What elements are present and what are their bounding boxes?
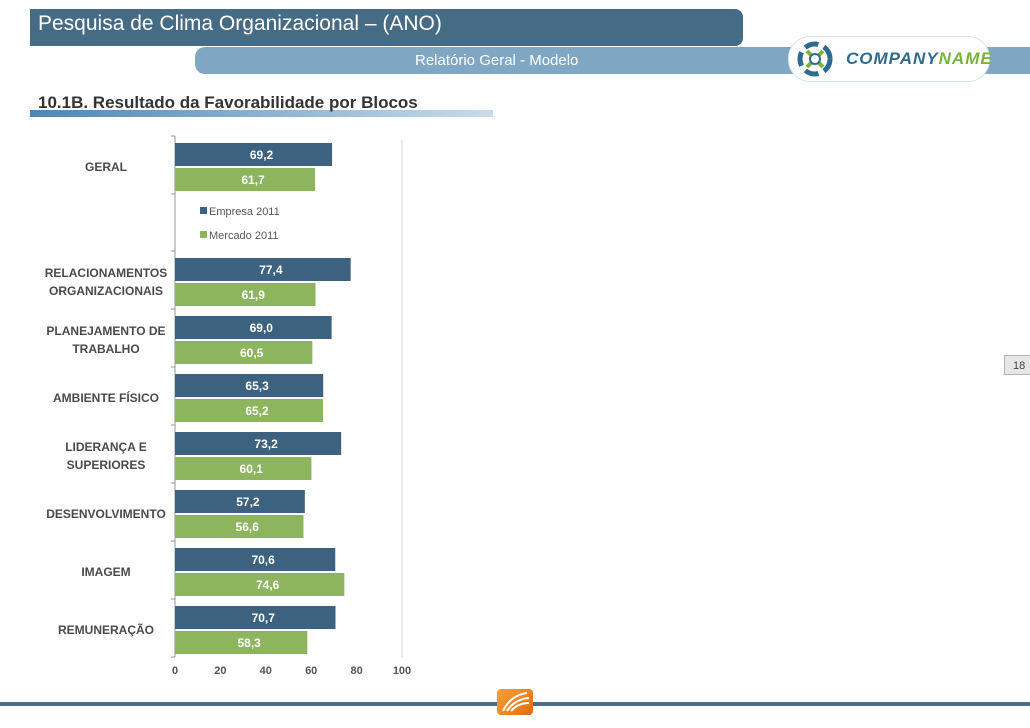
category-label: REMUNERAÇÃO bbox=[58, 622, 154, 637]
bar-empresa bbox=[175, 374, 324, 397]
bar-empresa bbox=[175, 490, 305, 513]
x-tick-label: 80 bbox=[350, 665, 362, 677]
bar-mercado bbox=[175, 168, 316, 191]
data-label: 69,2 bbox=[250, 148, 274, 162]
legend-swatch-empresa bbox=[200, 207, 207, 214]
data-label: 60,5 bbox=[240, 346, 264, 360]
bar-mercado bbox=[175, 399, 324, 422]
bar-empresa bbox=[175, 432, 342, 455]
section-underline bbox=[30, 110, 493, 117]
legend-label-empresa: Empresa 2011 bbox=[209, 206, 280, 218]
category-label: AMBIENTE FÍSICO bbox=[53, 390, 159, 405]
data-label: 73,2 bbox=[254, 437, 278, 451]
legend-swatch-mercado bbox=[200, 231, 207, 238]
company-logo-icon bbox=[797, 41, 833, 77]
data-label: 65,3 bbox=[245, 379, 269, 393]
x-tick-label: 20 bbox=[214, 665, 226, 677]
data-label: 60,1 bbox=[240, 462, 264, 476]
x-tick-label: 40 bbox=[260, 665, 272, 677]
data-label: 70,6 bbox=[251, 553, 275, 567]
bar-mercado bbox=[175, 573, 345, 596]
bar-mercado bbox=[175, 631, 308, 654]
title-bar bbox=[30, 9, 743, 46]
category-label: ORGANIZACIONAIS bbox=[49, 284, 163, 298]
category-label: PLANEJAMENTO DE bbox=[46, 324, 165, 338]
category-label: TRABALHO bbox=[72, 342, 139, 356]
bar-empresa bbox=[175, 258, 351, 281]
footer-logo bbox=[497, 689, 533, 715]
bar-empresa bbox=[175, 316, 332, 339]
category-label: SUPERIORES bbox=[67, 458, 146, 472]
category-label: IMAGEM bbox=[81, 565, 130, 579]
bar-mercado bbox=[175, 341, 313, 364]
x-tick-label: 60 bbox=[305, 665, 317, 677]
company-name-part1: COMPANY bbox=[846, 49, 939, 68]
data-label: 74,6 bbox=[256, 578, 280, 592]
company-name-part2: NAME bbox=[938, 49, 993, 68]
data-label: 61,7 bbox=[241, 173, 265, 187]
company-logo bbox=[788, 36, 990, 82]
data-label: 65,2 bbox=[245, 404, 269, 418]
legend-label-mercado: Mercado 2011 bbox=[209, 230, 279, 242]
footer-logo-icon bbox=[502, 692, 530, 712]
data-label: 77,4 bbox=[259, 263, 283, 277]
bar-mercado bbox=[175, 515, 304, 538]
bar-empresa bbox=[175, 548, 336, 571]
bar-mercado bbox=[175, 283, 316, 306]
x-tick-label: 0 bbox=[172, 665, 178, 677]
x-tick-label: 100 bbox=[393, 665, 411, 677]
bar-empresa bbox=[175, 143, 333, 166]
category-label: LIDERANÇA E bbox=[65, 440, 147, 454]
page-subtitle: Relatório Geral - Modelo bbox=[415, 52, 579, 69]
category-label: GERAL bbox=[85, 160, 127, 174]
section-title: 10.1B. Resultado da Favorabilidade por B… bbox=[38, 93, 418, 112]
data-label: 61,9 bbox=[242, 288, 266, 302]
category-label: RELACIONAMENTOS bbox=[45, 266, 167, 280]
company-name: COMPANYNAME bbox=[846, 49, 993, 69]
data-label: 58,3 bbox=[237, 636, 261, 650]
page-number: 18 bbox=[1004, 355, 1030, 375]
data-label: 56,6 bbox=[236, 520, 260, 534]
page-title: Pesquisa de Clima Organizacional – (ANO) bbox=[38, 12, 442, 35]
category-label: DESENVOLVIMENTO bbox=[46, 507, 166, 521]
data-label: 69,0 bbox=[250, 321, 274, 335]
data-label: 57,2 bbox=[236, 495, 260, 509]
bar-mercado bbox=[175, 457, 312, 480]
bar-empresa bbox=[175, 606, 336, 629]
data-label: 70,7 bbox=[252, 611, 276, 625]
